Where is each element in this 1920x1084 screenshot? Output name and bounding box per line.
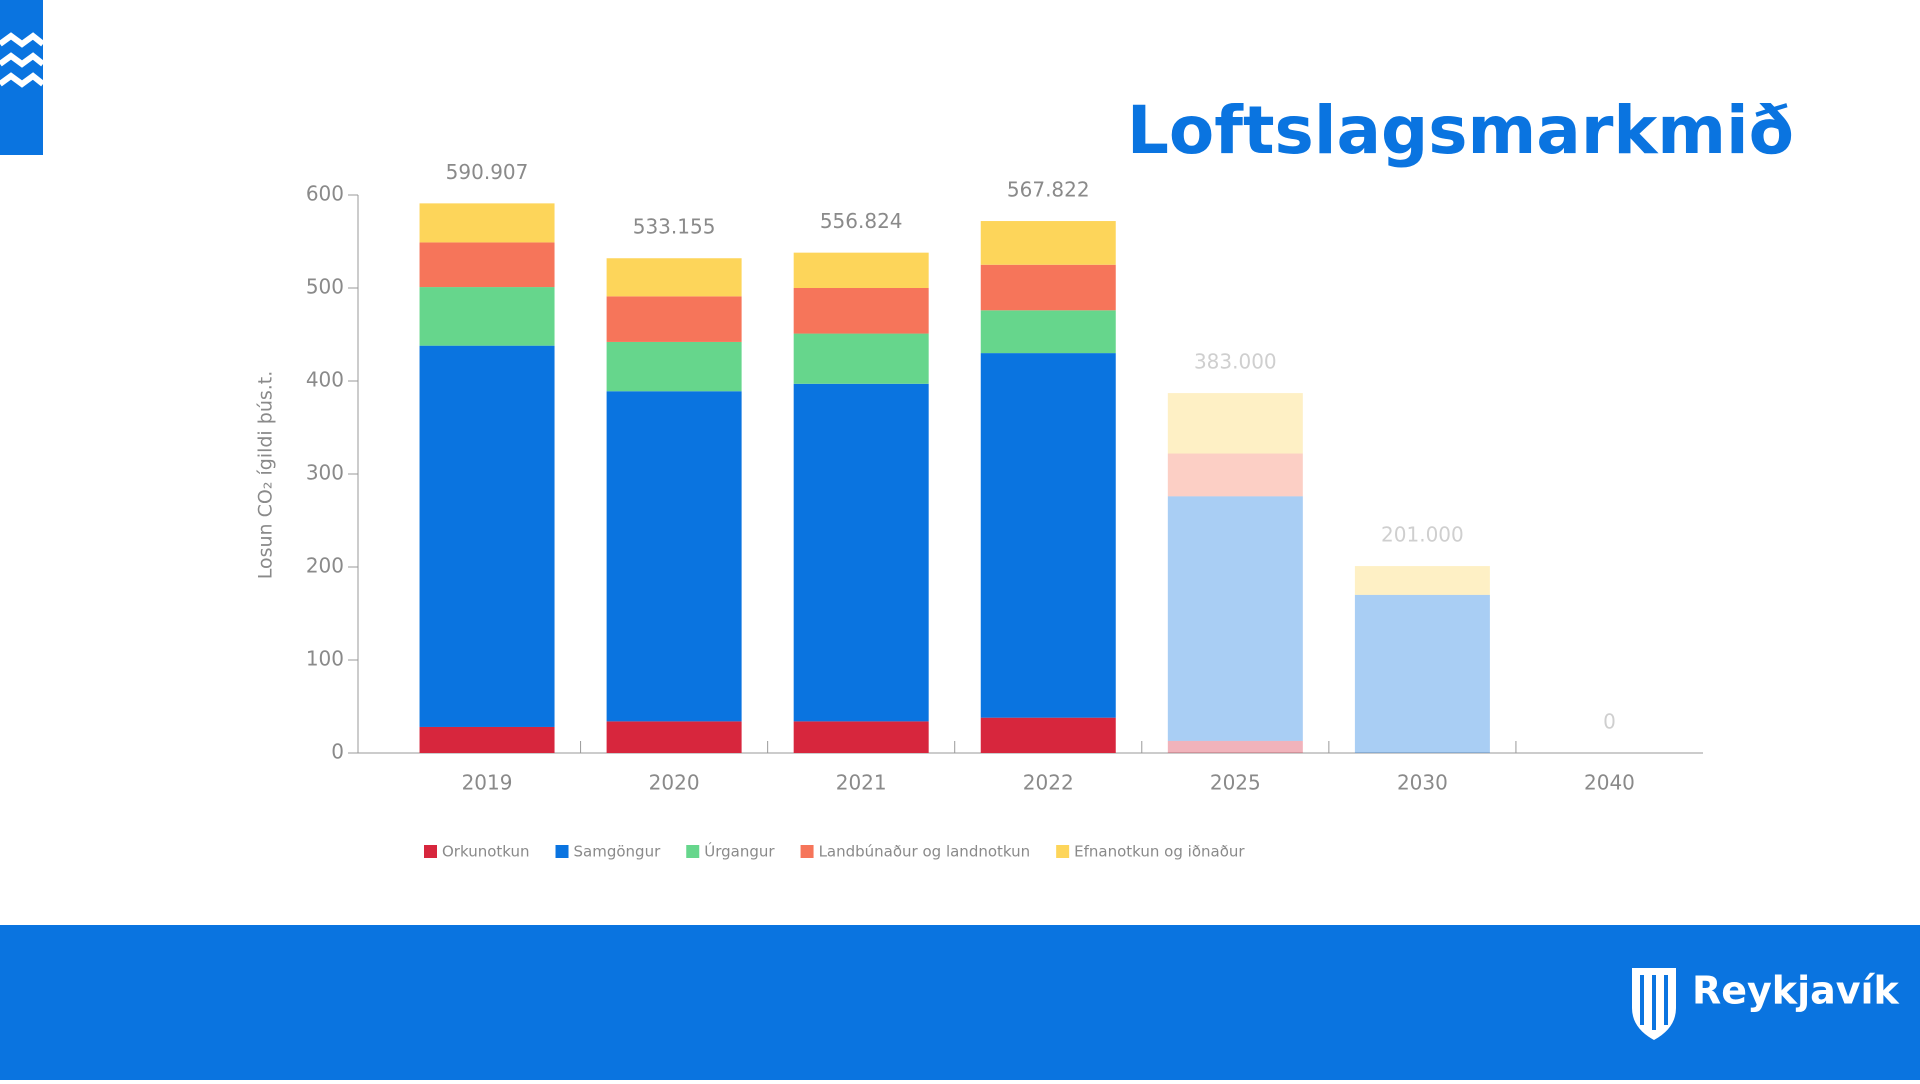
bar-segment [1354,566,1490,595]
bar-segment [1167,740,1303,753]
bar-segment [606,391,742,722]
legend-label: Efnanotkun og iðnaður [1074,843,1245,861]
bar-segment [419,287,555,346]
bar-segment [1354,594,1490,753]
y-tick-label: 300 [306,461,344,485]
x-tick-label: 2030 [1397,771,1448,795]
total-label: 590.907 [446,160,529,184]
bar-segment [419,203,555,243]
bar-segment [980,717,1116,753]
legend-swatch [424,845,437,858]
bar-segment [606,258,742,297]
brand-name: Reykjavík [1692,969,1900,1013]
bar-segment [980,221,1116,265]
bar-segment [793,721,929,753]
y-tick-label: 400 [306,368,344,392]
bar-segment [606,721,742,753]
x-tick-label: 2019 [462,771,513,795]
bar-segment [793,252,929,288]
bar-segment [606,341,742,392]
x-tick-label: 2025 [1210,771,1261,795]
bar-segment [606,296,742,342]
y-tick-label: 0 [331,740,344,764]
total-label: 383.000 [1194,350,1277,374]
y-axis-label: Losun CO₂ ígildi þús.t. [255,371,277,580]
legend-swatch [800,845,814,858]
brand-logo: Reykjavík [1632,968,1900,1040]
bar-segment [980,353,1116,718]
bar-segment [793,383,929,722]
legend-label: Orkunotkun [442,843,530,861]
x-tick-label: 2020 [649,771,700,795]
total-label: 201.000 [1381,523,1464,547]
y-tick-label: 500 [306,275,344,299]
legend-swatch [555,845,569,858]
slide-title: Loftslagsmarkmið [1127,92,1794,169]
y-tick-label: 200 [306,554,344,578]
emblem-waves [0,32,45,88]
bar-segment [419,726,555,753]
legend-label: Landbúnaður og landnotkun [819,843,1031,861]
bar-segment [1167,453,1303,497]
bar-segment [793,333,929,384]
x-tick-label: 2040 [1584,771,1635,795]
legend-swatch [686,845,700,858]
total-label: 567.822 [1007,178,1090,202]
bar-segment [980,264,1116,311]
legend-label: Samgöngur [574,843,662,861]
x-tick-label: 2022 [1023,771,1074,795]
total-label: 556.824 [820,209,903,233]
bar-segment [1167,393,1303,454]
bar-segment [793,288,929,334]
legend-swatch [1056,845,1070,858]
bar-segment [1167,496,1303,741]
plot: 0 100 200 300 400 500 600 2019 590.907 2020 533.15… [306,160,1703,861]
crest-lines [1640,975,1668,1030]
y-tick-label: 600 [306,182,344,206]
total-label: 533.155 [633,215,716,239]
bar-segment [980,310,1116,354]
legend-label: Úrgangur [704,842,775,861]
bar-segment [419,345,555,727]
bar-segment [419,242,555,288]
total-label: 0 [1603,710,1616,734]
x-tick-label: 2021 [836,771,887,795]
footer [0,925,1920,1080]
y-tick-label: 100 [306,647,344,671]
